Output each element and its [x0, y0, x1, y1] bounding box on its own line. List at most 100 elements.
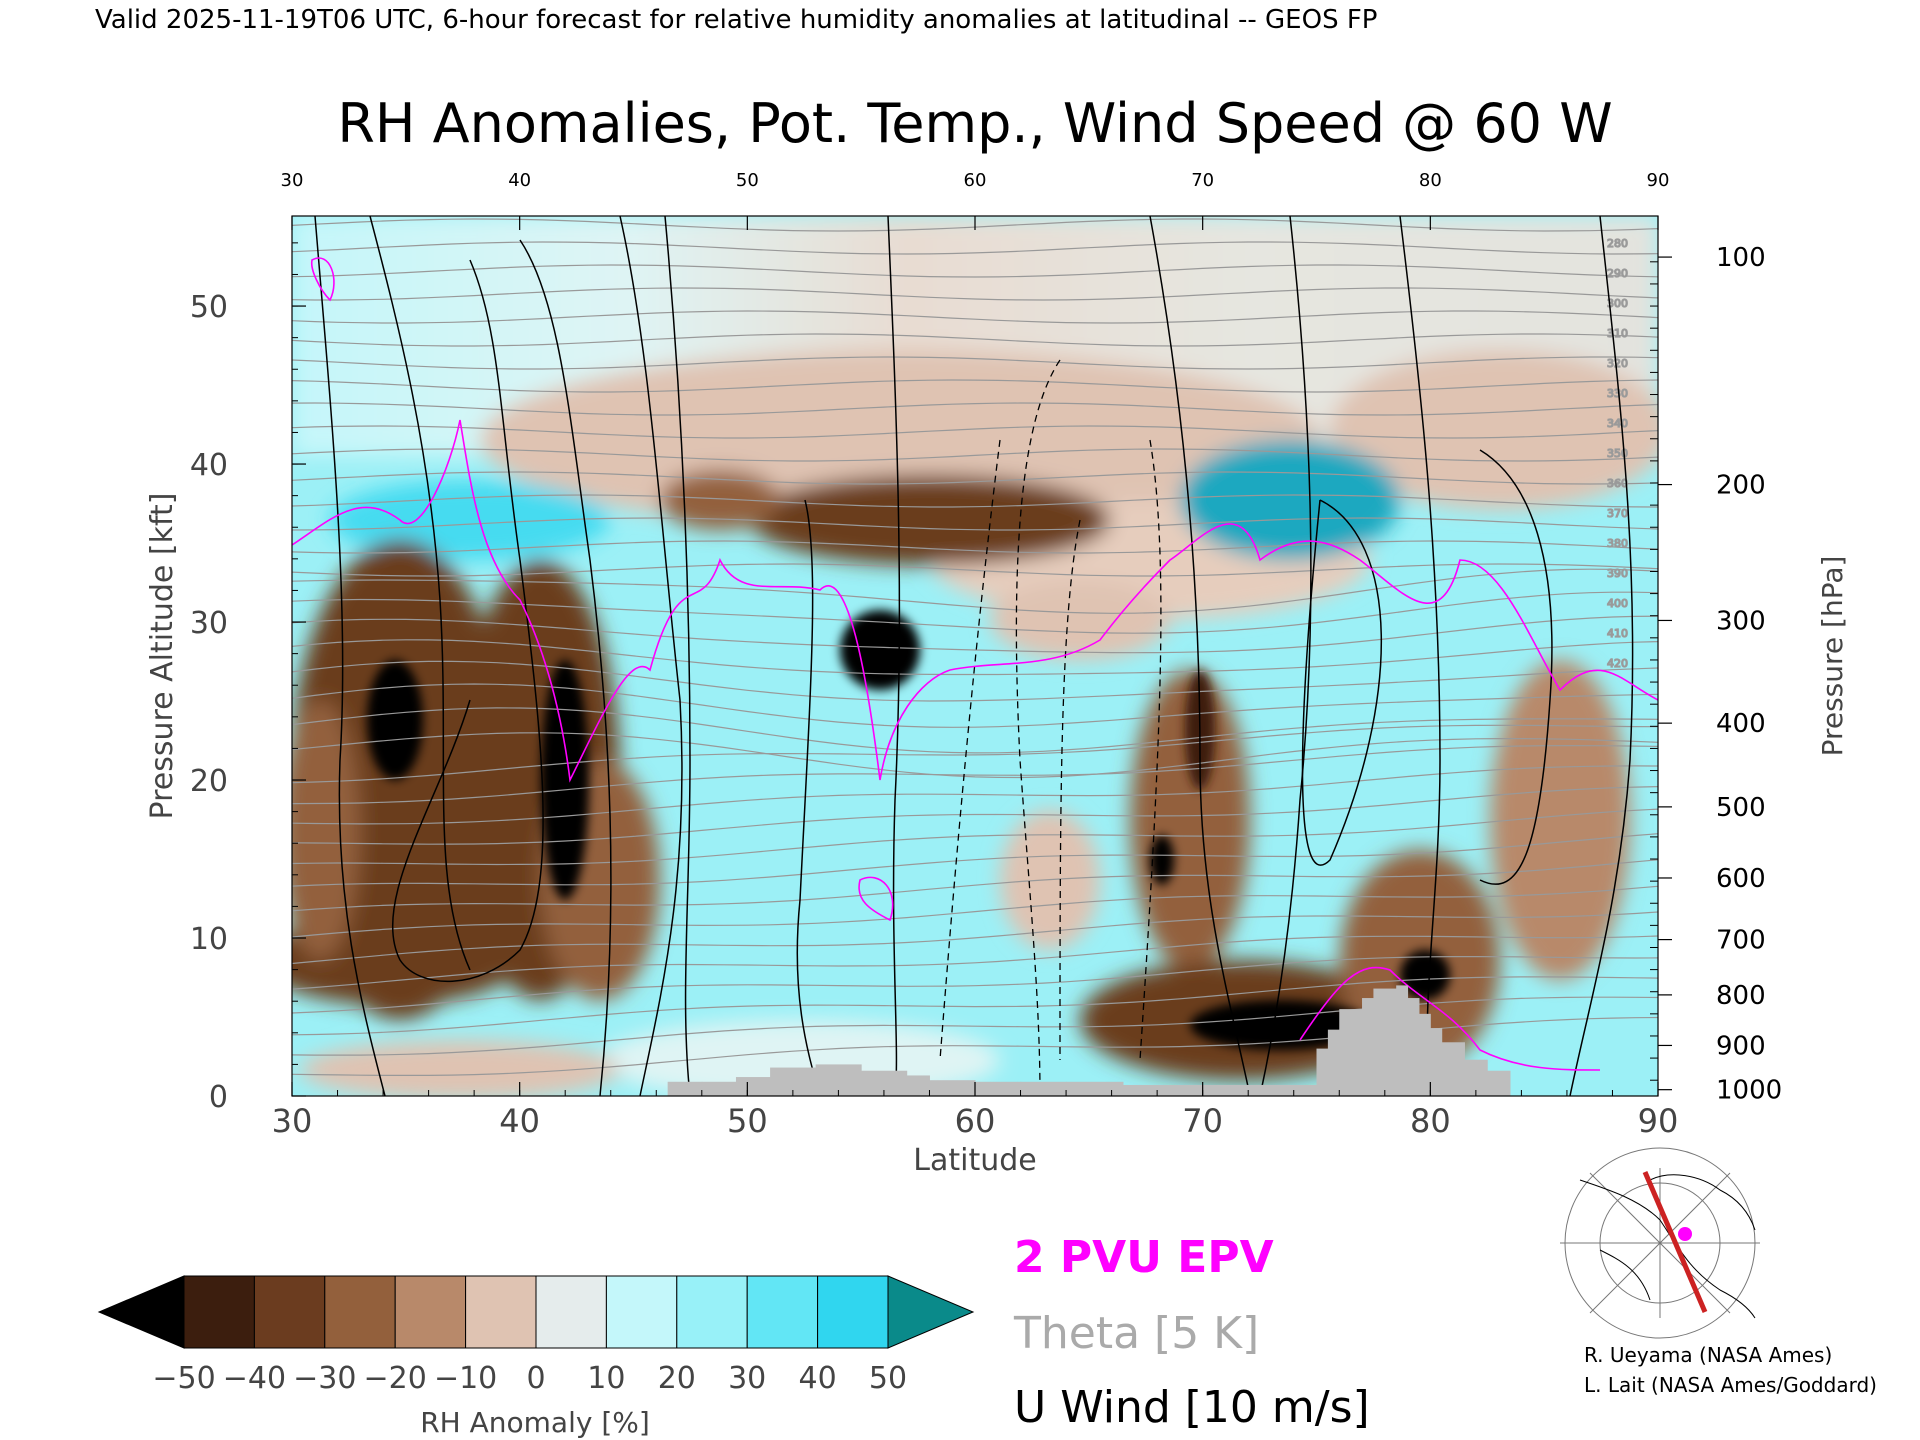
terrain-block: [1407, 998, 1420, 1096]
x-tick-label: 80: [1410, 1102, 1451, 1140]
y-tick-label: 0: [209, 1080, 228, 1115]
colorbar-segment: [746, 1275, 819, 1349]
x-tick-label: 50: [727, 1102, 768, 1140]
y-tick-label: 40: [190, 448, 228, 483]
credit-line-1: R. Ueyama (NASA Ames): [1584, 1343, 1832, 1367]
terrain-block: [667, 1081, 703, 1096]
pressure-tick-label: 600: [1716, 864, 1766, 894]
x-axis-label: Latitude: [913, 1143, 1036, 1178]
colorbar-tick-label: −30: [293, 1361, 356, 1396]
terrain-block: [1418, 1013, 1431, 1096]
x-tick-label: 30: [272, 1102, 313, 1140]
colorbar-min-extension: [97, 1275, 185, 1349]
bottom-axis: 30 40 50 60 70 80 90: [272, 1082, 1679, 1140]
colorbar-segment: [394, 1275, 467, 1349]
theta-contour: [292, 494, 1658, 508]
x-top-tick-label: 60: [964, 170, 987, 191]
y-axis-label-right: Pressure [hPa]: [1816, 556, 1849, 757]
y-tick-label: 30: [190, 606, 228, 641]
theta-contour: [292, 707, 1658, 754]
right-pressure-axis: 100 200 300 400 500 600 700 800 900 1000: [1650, 243, 1782, 1106]
legend-epv: 2 PVU EPV: [1014, 1232, 1274, 1283]
theta-contour: [292, 683, 1658, 728]
valid-time-line: Valid 2025-11-19T06 UTC, 6-hour forecast…: [95, 5, 1377, 35]
theta-contour: [292, 287, 1658, 301]
theta-contour: [292, 859, 1658, 912]
theta-contour: [292, 786, 1658, 845]
pressure-tick-label: 300: [1716, 606, 1766, 636]
theta-contour: [292, 744, 1658, 805]
theta-contour: [292, 310, 1658, 324]
colorbar-tick-label: 50: [869, 1361, 907, 1396]
theta-label: 380: [1607, 537, 1628, 550]
epv-2pvu-contours: [292, 257, 1658, 1071]
colorbar-tick-label: −40: [223, 1361, 286, 1396]
theta-contour: [292, 241, 1658, 255]
x-top-tick-label: 70: [1191, 170, 1214, 191]
y-tick-label: 50: [190, 290, 228, 325]
terrain-block: [1441, 1042, 1465, 1096]
theta-label: 330: [1607, 387, 1628, 400]
theta-label: 410: [1607, 627, 1628, 640]
terrain-block: [975, 1081, 1022, 1096]
credit-line-2: L. Lait (NASA Ames/Goddard): [1584, 1373, 1877, 1397]
colorbar-tick-label: −20: [364, 1361, 427, 1396]
terrain-block: [1122, 1084, 1317, 1096]
theta-contour: [292, 639, 1658, 676]
theta-contour: [292, 264, 1658, 278]
theta-label: 280: [1607, 237, 1628, 250]
theta-label: 300: [1607, 297, 1628, 310]
chart-title: RH Anomalies, Pot. Temp., Wind Speed @ 6…: [337, 92, 1612, 155]
pressure-tick-label: 100: [1716, 243, 1766, 273]
theta-contour: [292, 425, 1658, 439]
colorbar-tick-label: −50: [152, 1361, 215, 1396]
colorbar-max-extension: [887, 1275, 975, 1349]
colorbar-segment: [676, 1275, 748, 1349]
pressure-tick-label: 400: [1716, 709, 1766, 739]
colorbar-segment: [465, 1275, 537, 1349]
colorbar-segment: [183, 1275, 255, 1349]
theta-contour: [292, 568, 1658, 614]
u-wind-contours: [314, 216, 1634, 1096]
y-tick-label: 10: [190, 922, 228, 957]
theta-contour: [292, 765, 1658, 825]
theta-label: 340: [1607, 417, 1628, 430]
y-tick-label: 20: [190, 764, 228, 799]
terrain-block: [1373, 988, 1397, 1096]
theta-contour: [292, 885, 1658, 938]
theta-contour: [292, 471, 1658, 485]
theta-label: 420: [1607, 657, 1628, 670]
colorbar-segment: [324, 1275, 396, 1349]
colorbar-tick-label: −10: [434, 1361, 497, 1396]
x-tick-label: 70: [1182, 1102, 1223, 1140]
theta-label: 360: [1607, 477, 1628, 490]
terrain-block: [735, 1077, 771, 1096]
terrain-block: [906, 1075, 930, 1096]
pressure-tick-label: 200: [1716, 471, 1766, 501]
x-tick-label: 90: [1638, 1102, 1679, 1140]
pressure-tick-label: 700: [1716, 926, 1766, 956]
legend-wind: U Wind [10 m/s]: [1014, 1382, 1370, 1433]
colorbar-tick-label: 20: [658, 1361, 696, 1396]
theta-contour: [292, 833, 1658, 887]
theta-contour: [292, 448, 1658, 462]
colorbar-tick-label: 40: [799, 1361, 837, 1396]
legend-theta: Theta [5 K]: [1013, 1308, 1259, 1359]
terrain-block: [1316, 1048, 1329, 1096]
x-top-tick-label: 30: [281, 170, 304, 191]
x-top-tick-label: 50: [736, 170, 759, 191]
terrain-block: [1066, 1081, 1124, 1096]
theta-label: 320: [1607, 357, 1628, 370]
x-tick-label: 40: [499, 1102, 540, 1140]
theta-contour: [292, 563, 1658, 577]
theta-contour: [292, 660, 1658, 702]
theta-contour: [292, 911, 1658, 965]
y-axis-label-left: Pressure Altitude [kft]: [145, 493, 180, 820]
terrain-block: [1020, 1081, 1067, 1096]
terrain-block: [1464, 1059, 1488, 1096]
theta-contour: [292, 379, 1658, 393]
theta-label: 400: [1607, 597, 1628, 610]
terrain-block: [1396, 985, 1409, 1096]
theta-label: 290: [1607, 267, 1628, 280]
